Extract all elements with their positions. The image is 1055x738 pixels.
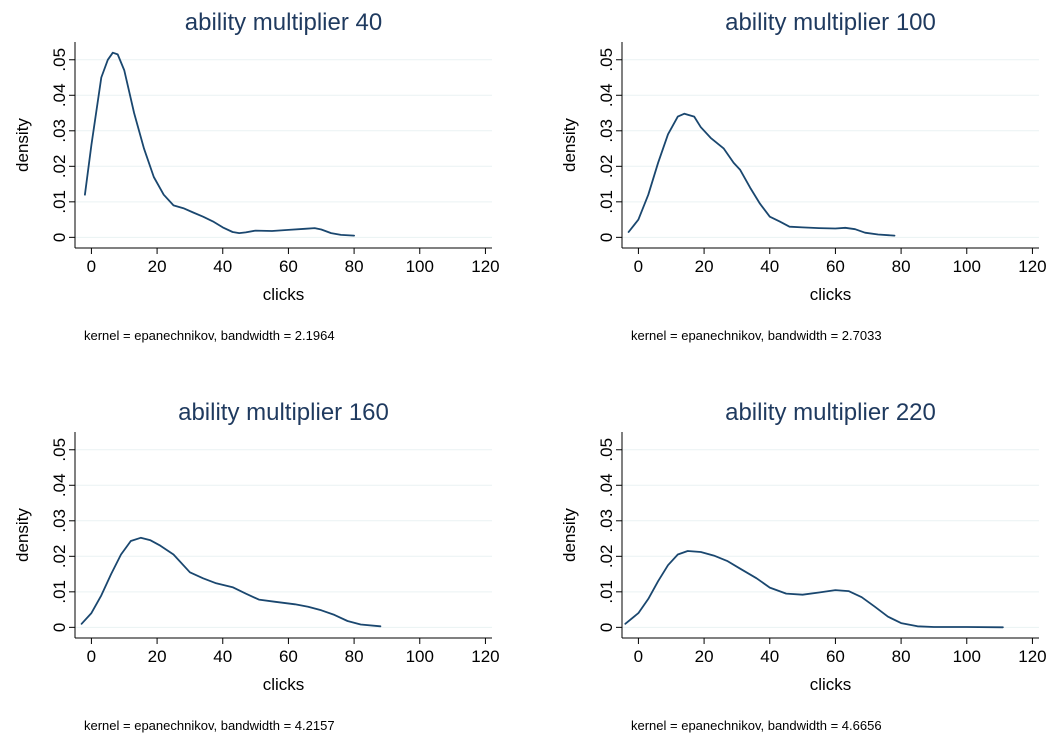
y-tick-label-2: .02	[597, 154, 616, 178]
x-tick-label-5: 100	[953, 647, 981, 666]
x-tick-label-0: 0	[634, 257, 643, 276]
chart-panel-4: 0 .01 .02 .03 .04 .05 0 20 40 60 80 100 120 ability m…	[560, 399, 1047, 733]
density-line-1	[624, 550, 1004, 629]
kernel-note: kernel = epanechnikov, bandwidth = 4.215…	[84, 718, 335, 733]
x-tick-label-4: 80	[345, 647, 364, 666]
x-tick-label-4: 80	[892, 257, 911, 276]
x-tick-label-2: 40	[760, 257, 779, 276]
x-tick-label-4: 80	[892, 647, 911, 666]
x-tick-label-3: 60	[279, 647, 298, 666]
x-axis-label: clicks	[263, 675, 305, 694]
x-tick-label-2: 40	[213, 647, 232, 666]
x-tick-label-3: 60	[826, 257, 845, 276]
chart-title: ability multiplier 160	[178, 399, 389, 426]
kernel-note: kernel = epanechnikov, bandwidth = 4.665…	[631, 718, 882, 733]
x-tick-label-1: 20	[148, 257, 167, 276]
x-tick-label-2: 40	[760, 647, 779, 666]
y-tick-label-3: .03	[597, 119, 616, 143]
x-tick-label-6: 120	[471, 647, 499, 666]
y-tick-label-1: .01	[50, 580, 69, 604]
x-tick-label-5: 100	[406, 647, 434, 666]
density-line-1	[627, 112, 896, 237]
y-axis-label: density	[13, 118, 32, 172]
x-axis-label: clicks	[810, 285, 852, 304]
y-tick-label-3: .03	[50, 119, 69, 143]
y-tick-label-2: .02	[597, 544, 616, 568]
x-tick-label-0: 0	[634, 647, 643, 666]
y-tick-label-1: .01	[597, 580, 616, 604]
x-tick-label-5: 100	[406, 257, 434, 276]
y-tick-label-2: .02	[50, 544, 69, 568]
x-tick-label-4: 80	[345, 257, 364, 276]
y-tick-label-5: .05	[50, 438, 69, 462]
y-tick-label-3: .03	[597, 509, 616, 533]
density-line-1	[80, 536, 382, 628]
y-tick-label-0: 0	[50, 233, 69, 242]
y-tick-label-1: .01	[597, 190, 616, 214]
chart-title: ability multiplier 100	[725, 9, 936, 36]
x-tick-label-3: 60	[826, 647, 845, 666]
y-tick-label-0: 0	[50, 623, 69, 632]
y-tick-label-4: .04	[597, 83, 616, 107]
y-tick-label-5: .05	[597, 438, 616, 462]
density-line-1	[84, 51, 356, 237]
chart-panel-3: 0 .01 .02 .03 .04 .05 0 20 40 60 80 100 120 ability m…	[13, 399, 500, 733]
chart-panel-1: 0 .01 .02 .03 .04 .05 0 20 40 60 80 100 120 ability m…	[13, 9, 500, 343]
y-tick-label-0: 0	[597, 233, 616, 242]
y-tick-label-2: .02	[50, 154, 69, 178]
kernel-note: kernel = epanechnikov, bandwidth = 2.703…	[631, 328, 882, 343]
x-tick-label-5: 100	[953, 257, 981, 276]
x-tick-label-1: 20	[695, 647, 714, 666]
y-tick-label-5: .05	[597, 48, 616, 72]
y-axis-label: density	[13, 508, 32, 562]
y-tick-label-4: .04	[597, 473, 616, 497]
x-tick-label-0: 0	[87, 647, 96, 666]
chart-title: ability multiplier 40	[185, 9, 382, 36]
y-tick-label-5: .05	[50, 48, 69, 72]
x-tick-label-0: 0	[87, 257, 96, 276]
x-axis-label: clicks	[263, 285, 305, 304]
x-tick-label-6: 120	[1018, 647, 1046, 666]
x-tick-label-6: 120	[1018, 257, 1046, 276]
x-axis-label: clicks	[810, 675, 852, 694]
y-tick-label-0: 0	[597, 623, 616, 632]
kernel-note: kernel = epanechnikov, bandwidth = 2.196…	[84, 328, 335, 343]
x-tick-label-6: 120	[471, 257, 499, 276]
x-tick-label-1: 20	[148, 647, 167, 666]
x-tick-label-3: 60	[279, 257, 298, 276]
chart-panel-2: 0 .01 .02 .03 .04 .05 0 20 40 60 80 100 120 ability m…	[560, 9, 1047, 343]
y-axis-label: density	[560, 118, 579, 172]
y-tick-label-1: .01	[50, 190, 69, 214]
y-tick-label-4: .04	[50, 473, 69, 497]
chart-title: ability multiplier 220	[725, 399, 936, 426]
x-tick-label-1: 20	[695, 257, 714, 276]
y-axis-label: density	[560, 508, 579, 562]
x-tick-label-2: 40	[213, 257, 232, 276]
y-tick-label-4: .04	[50, 83, 69, 107]
y-tick-label-3: .03	[50, 509, 69, 533]
